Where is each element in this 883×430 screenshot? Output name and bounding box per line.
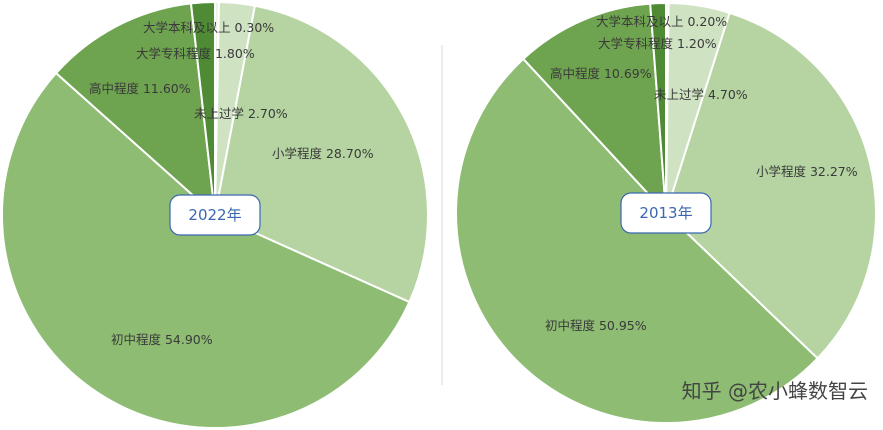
pie-slice-2022-senior-high-school xyxy=(54,2,217,218)
year-badge-2022 xyxy=(169,194,261,236)
data-label-2013-junior-middle-school: 初中程度 50.95% xyxy=(545,318,647,333)
data-label-2013-primary-school: 小学程度 32.27% xyxy=(756,164,858,179)
year-badge-2013 xyxy=(620,192,712,234)
data-label-2013-junior-college: 大学专科程度 1.20% xyxy=(598,36,717,51)
pie-slice-2013-senior-high-school xyxy=(521,2,668,216)
data-label-2022-junior-college: 大学专科程度 1.80% xyxy=(136,46,255,61)
pie-slice-2022-junior-college xyxy=(189,0,216,216)
pie-slice-2013-junior-college xyxy=(649,1,667,214)
pie-chart-2013: 大学本科及以上 0.20% 未上过学 4.70% 小学程度 32.27% 初中程度 5… xyxy=(455,1,877,424)
data-label-2022-no-schooling: 未上过学 2.70% xyxy=(194,106,288,121)
pie-slice-2022-primary-school xyxy=(213,4,429,304)
data-label-2022-bachelor-and-above: 大学本科及以上 0.30% xyxy=(143,20,274,35)
year-label-2022: 2022年 xyxy=(188,206,241,224)
data-label-2013-bachelor-and-above: 大学本科及以上 0.20% xyxy=(596,14,727,29)
data-label-2022-senior-high-school: 高中程度 11.60% xyxy=(89,81,191,96)
data-label-2022-junior-middle-school: 初中程度 54.90% xyxy=(111,332,213,347)
pie-chart-2022: 大学本科及以上 0.30% 未上过学 2.70% 小学程度 28.70% 初中程度 5… xyxy=(1,0,429,429)
data-label-2013-senior-high-school: 高中程度 10.69% xyxy=(550,66,652,81)
year-label-2013: 2013年 xyxy=(639,204,692,222)
data-label-2022-primary-school: 小学程度 28.70% xyxy=(272,146,374,161)
pie-slice-2013-junior-middle-school xyxy=(455,57,819,424)
pie-slice-2022-junior-middle-school xyxy=(1,71,411,429)
data-label-2013-no-schooling: 未上过学 4.70% xyxy=(654,87,748,102)
pie-slice-2013-primary-school xyxy=(664,11,877,360)
watermark-text: 知乎 @农小蜂数智云 xyxy=(682,379,868,403)
